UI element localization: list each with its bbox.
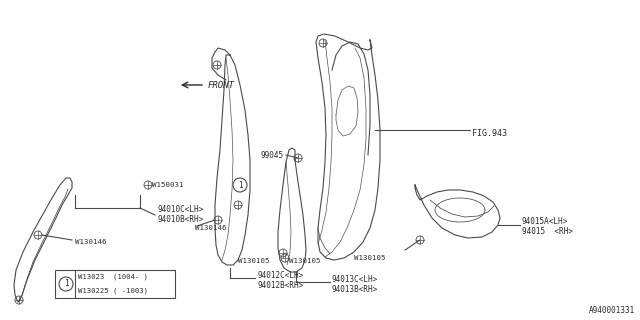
Text: A940001331: A940001331 bbox=[589, 306, 635, 315]
Text: W130225 ( -1003): W130225 ( -1003) bbox=[78, 288, 148, 294]
Text: W13023  (1004- ): W13023 (1004- ) bbox=[78, 274, 148, 280]
Text: FRONT: FRONT bbox=[208, 81, 235, 90]
Text: 94015  <RH>: 94015 <RH> bbox=[522, 228, 573, 236]
Text: W130105: W130105 bbox=[239, 258, 270, 264]
Text: 94015A<LH>: 94015A<LH> bbox=[522, 218, 568, 227]
Text: 94013C<LH>: 94013C<LH> bbox=[332, 276, 378, 284]
Bar bbox=[55, 270, 175, 298]
Text: 94012C<LH>: 94012C<LH> bbox=[257, 270, 303, 279]
Text: W130105: W130105 bbox=[353, 255, 385, 261]
Text: 94010C<LH>: 94010C<LH> bbox=[157, 205, 204, 214]
Text: 94010B<RH>: 94010B<RH> bbox=[157, 215, 204, 225]
Text: 94012B<RH>: 94012B<RH> bbox=[257, 281, 303, 290]
Text: W130146: W130146 bbox=[195, 225, 227, 231]
Text: 1: 1 bbox=[64, 279, 68, 289]
Text: 99045: 99045 bbox=[261, 150, 284, 159]
Text: W130105: W130105 bbox=[289, 258, 321, 264]
Text: 94013B<RH>: 94013B<RH> bbox=[332, 285, 378, 294]
Text: 1: 1 bbox=[237, 180, 243, 189]
Text: FIG.943: FIG.943 bbox=[472, 129, 507, 138]
Text: W130146: W130146 bbox=[75, 239, 106, 245]
Text: W150031: W150031 bbox=[152, 182, 184, 188]
